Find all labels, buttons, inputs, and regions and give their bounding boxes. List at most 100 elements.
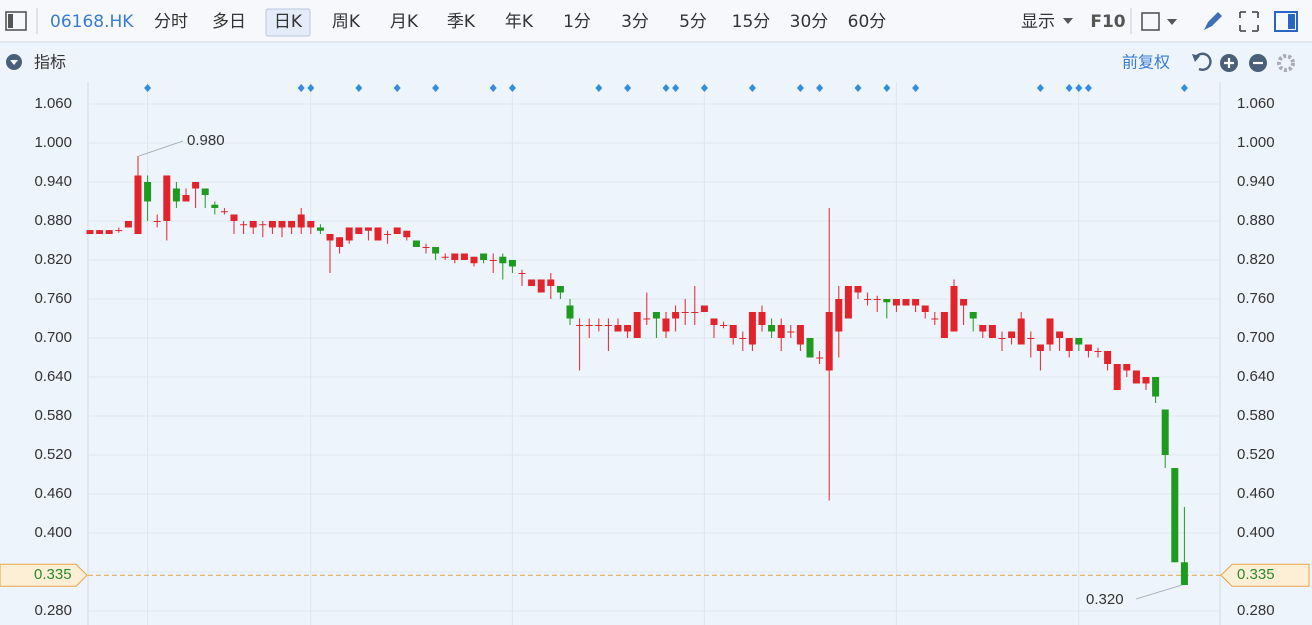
- period-tab[interactable]: 多日: [212, 12, 246, 32]
- candle-body: [931, 318, 939, 320]
- y-tick-label-right: 0.940: [1237, 173, 1275, 190]
- event-marker[interactable]: [1036, 84, 1044, 92]
- y-tick-label: 0.580: [34, 407, 72, 424]
- fullscreen-icon[interactable]: [1239, 11, 1259, 32]
- candle-body: [1036, 344, 1044, 351]
- candle-body: [1017, 318, 1025, 345]
- candle-body: [892, 298, 900, 306]
- candle-body: [182, 194, 190, 202]
- candle-body: [960, 298, 968, 306]
- candle-body: [902, 298, 910, 306]
- event-marker[interactable]: [508, 84, 516, 92]
- y-tick-label-right: 0.280: [1237, 602, 1275, 619]
- candle-body: [192, 181, 200, 189]
- f10[interactable]: F10: [1090, 12, 1125, 32]
- candle-body: [259, 224, 267, 226]
- event-marker[interactable]: [355, 84, 363, 92]
- event-marker[interactable]: [662, 84, 670, 92]
- candle-body: [873, 298, 881, 300]
- candle-body: [384, 233, 392, 235]
- event-marker[interactable]: [700, 84, 708, 92]
- symbol[interactable]: 06168.HK: [50, 12, 134, 32]
- y-tick-label-right: 1.060: [1237, 95, 1275, 112]
- event-marker[interactable]: [432, 84, 440, 92]
- event-marker[interactable]: [1075, 84, 1083, 92]
- sidebar-toggle[interactable]: [5, 11, 27, 31]
- display-menu[interactable]: 显示: [1021, 12, 1055, 32]
- period-tab[interactable]: 3分: [621, 12, 649, 32]
- event-marker[interactable]: [595, 84, 603, 92]
- candle-body: [345, 227, 353, 241]
- candle-body: [403, 230, 411, 238]
- candle-body: [499, 256, 507, 264]
- annotation-label: 0.320: [1086, 591, 1124, 608]
- period-tab[interactable]: 年K: [505, 12, 534, 32]
- y-tick-label-right: 0.460: [1237, 485, 1275, 502]
- candle-body: [537, 279, 545, 293]
- period-tab[interactable]: 15分: [732, 12, 771, 32]
- candle-body: [364, 227, 372, 231]
- candle-body: [844, 285, 852, 319]
- candle-body: [1084, 344, 1092, 351]
- period-tab[interactable]: 分时: [154, 12, 188, 32]
- candle-body: [422, 246, 430, 248]
- y-tick-label-right: 0.520: [1237, 446, 1275, 463]
- event-marker[interactable]: [144, 84, 152, 92]
- candle-body: [1008, 331, 1016, 338]
- period-tab[interactable]: 1分: [563, 12, 591, 32]
- indicator-label[interactable]: 指标: [34, 53, 66, 72]
- candle-body: [1142, 376, 1150, 384]
- event-marker[interactable]: [297, 84, 305, 92]
- event-marker[interactable]: [816, 84, 824, 92]
- period-tab[interactable]: 月K: [390, 12, 419, 32]
- event-marker[interactable]: [883, 84, 891, 92]
- event-marker[interactable]: [854, 84, 862, 92]
- period-tab[interactable]: 60分: [848, 12, 887, 32]
- event-marker[interactable]: [796, 84, 804, 92]
- event-marker[interactable]: [672, 84, 680, 92]
- event-marker[interactable]: [624, 84, 632, 92]
- event-marker[interactable]: [489, 84, 497, 92]
- candle-body: [163, 175, 171, 221]
- period-tab[interactable]: 周K: [332, 12, 361, 32]
- y-tick-label: 0.520: [34, 446, 72, 463]
- event-marker[interactable]: [748, 84, 756, 92]
- candle-body: [374, 227, 382, 241]
- candle-body: [249, 220, 257, 228]
- candle-body: [643, 318, 651, 320]
- event-marker[interactable]: [1084, 84, 1092, 92]
- candle-body: [1123, 363, 1131, 371]
- panel-toggle[interactable]: [1274, 11, 1298, 32]
- candle-body: [787, 331, 795, 333]
- adjust-mode[interactable]: 前复权: [1122, 53, 1170, 72]
- event-marker[interactable]: [912, 84, 920, 92]
- event-marker[interactable]: [307, 84, 315, 92]
- candle-body: [307, 220, 315, 228]
- event-marker[interactable]: [1065, 84, 1073, 92]
- event-marker[interactable]: [1180, 84, 1188, 92]
- period-tab[interactable]: 30分: [790, 12, 829, 32]
- candle-body: [1152, 376, 1160, 397]
- candle-body: [768, 324, 776, 332]
- candle-body: [672, 311, 680, 319]
- candle-body: [240, 224, 248, 226]
- draw-tool[interactable]: [1141, 12, 1160, 31]
- candle-body: [1132, 370, 1140, 384]
- candle-body: [432, 246, 440, 254]
- event-marker[interactable]: [393, 84, 401, 92]
- last-price-label-right: 0.335: [1237, 566, 1275, 583]
- period-tab[interactable]: 5分: [679, 12, 707, 32]
- candle-body: [1046, 318, 1054, 345]
- period-tab[interactable]: 季K: [447, 12, 476, 32]
- candle-body: [758, 311, 766, 325]
- last-price-tag: [0, 563, 88, 587]
- candle-body: [806, 337, 814, 358]
- settings-icon[interactable]: [1277, 54, 1295, 72]
- candle-body: [105, 230, 113, 234]
- y-tick-label: 0.880: [34, 212, 72, 229]
- y-tick-label: 0.460: [34, 485, 72, 502]
- brush-icon[interactable]: [1204, 12, 1222, 30]
- period-tab[interactable]: 日K: [274, 12, 303, 32]
- reset-icon[interactable]: [1195, 52, 1212, 71]
- candle-body: [1113, 363, 1121, 391]
